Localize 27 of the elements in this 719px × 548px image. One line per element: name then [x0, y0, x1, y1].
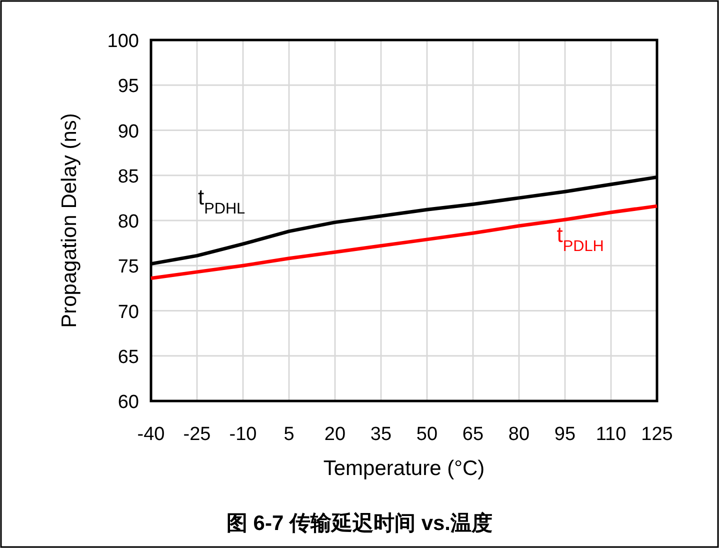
x-tick-label: 5: [284, 424, 294, 445]
series-label: t$_{PDHL}$: [198, 184, 246, 217]
y-tick-label: 60: [118, 392, 139, 413]
y-tick-label: 75: [118, 256, 139, 278]
y-tick-label: 95: [118, 76, 139, 98]
x-tick-label: 95: [554, 424, 576, 445]
x-tick-label: 110: [596, 424, 626, 445]
caption: 图 6-7 传输延迟时间 vs.温度: [226, 511, 493, 535]
y-tick-label: 100: [107, 31, 139, 52]
y-tick-label: 85: [118, 166, 139, 188]
series-label: t$_{PDLH}$: [556, 222, 604, 255]
y-axis-title: Propagation Delay (ns): [58, 113, 81, 328]
x-tick-label: -25: [183, 424, 211, 445]
line-series: [149, 204, 659, 280]
x-tick-label: 80: [508, 424, 530, 445]
x-tick-label: 125: [641, 424, 673, 445]
x-axis-title: Temperature (°C): [323, 457, 485, 480]
x-tick-label: 65: [462, 424, 484, 445]
y-tick-label: 65: [118, 346, 139, 368]
x-tick-label: -40: [137, 424, 165, 445]
x-tick-label: 35: [370, 424, 392, 445]
y-tick-label: 80: [118, 212, 139, 232]
y-tick-label: 90: [118, 121, 139, 142]
y-tick-label: 70: [118, 302, 139, 323]
x-tick-label: 50: [416, 424, 438, 445]
x-tick-label: 20: [324, 424, 346, 445]
x-tick-label: -10: [229, 424, 257, 445]
